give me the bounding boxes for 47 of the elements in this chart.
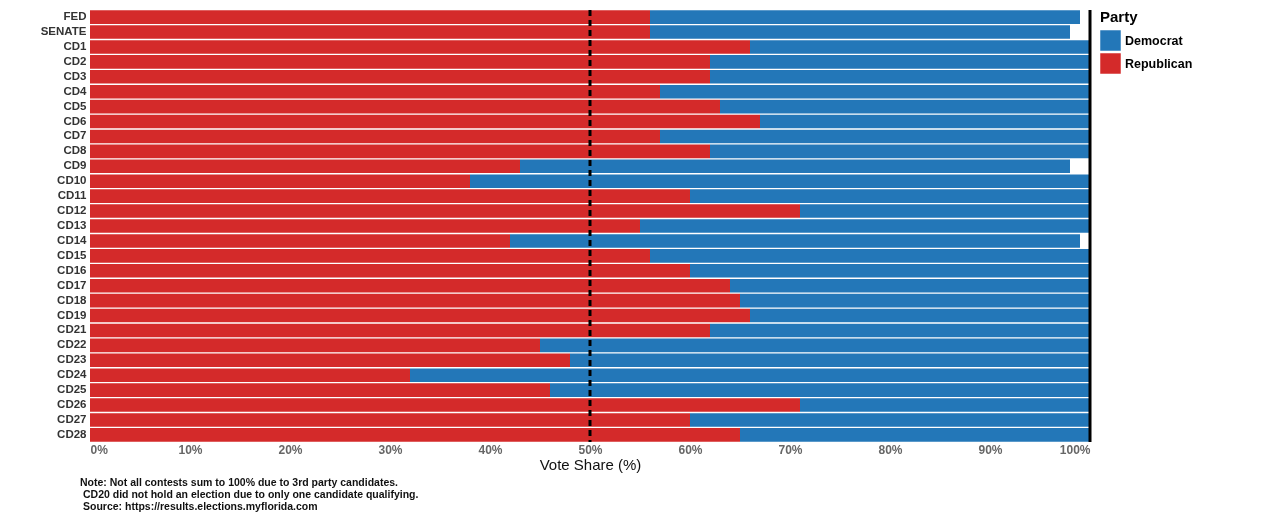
y-tick-label: CD9 (63, 159, 87, 172)
y-tick-label: CD8 (63, 144, 88, 157)
x-axis-title: Vote Share (%) (539, 455, 642, 473)
text: CD20 did not hold an election due to only one candidate qualifying. (82, 488, 419, 500)
y-tick-label: CD19 (57, 308, 87, 321)
y-tick-label: CD14 (57, 233, 88, 246)
y-tick-label: CD17 (57, 278, 87, 291)
legend-label: Republican (1125, 56, 1193, 71)
y-tick-label: SENATE (40, 25, 87, 38)
legend-label: Democrat (1125, 33, 1184, 48)
x-tick-label: 90% (978, 442, 1003, 457)
x-tick-label: 30% (378, 442, 403, 457)
y-tick-label: CD3 (63, 69, 87, 82)
y-tick-label: CD25 (57, 383, 88, 396)
y-tick-label: CD12 (57, 204, 87, 217)
y-tick-label: CD13 (57, 219, 87, 231)
y-tick-label: CD24 (57, 368, 88, 381)
y-tick-label: CD22 (57, 338, 87, 351)
source-note: Source: https://results.elections.myflorida.com (82, 500, 319, 512)
y-tick-label: CD4 (63, 84, 88, 97)
y-tick-label: CD1 (63, 39, 88, 52)
x-tick-label: 10% (178, 442, 203, 457)
y-tick-label: CD18 (57, 293, 88, 306)
x-tick-label: 100% (1059, 442, 1091, 457)
y-tick-label: CD28 (57, 427, 88, 440)
y-tick-label: CD15 (57, 248, 88, 261)
y-tick-label: CD11 (57, 189, 88, 202)
y-tick-label: CD5 (63, 99, 88, 112)
y-tick-label: CD26 (57, 398, 87, 411)
y-tick-label: CD7 (63, 129, 87, 142)
legend-title: Party (1100, 8, 1139, 25)
text: Note: Not all contests sum to 100% due to 3rd party candidates. (80, 476, 399, 488)
x-tick-label: 60% (678, 442, 703, 457)
y-tick-label: CD6 (63, 114, 87, 127)
y-tick-label: CD2 (63, 54, 87, 67)
y-tick-label: FED (63, 10, 87, 23)
x-tick-label: 50% (578, 442, 603, 457)
y-tick-label: CD21 (57, 323, 88, 336)
x-tick-label: 20% (278, 442, 303, 457)
y-tick-label: CD16 (57, 263, 87, 276)
x-tick-label: 40% (478, 442, 503, 457)
x-tick-label: 0% (90, 442, 109, 457)
y-tick-label: CD27 (57, 412, 87, 425)
y-tick-label: CD10 (57, 174, 87, 187)
x-tick-label: 70% (778, 442, 803, 457)
y-tick-label: CD23 (57, 353, 87, 366)
x-tick-label: 80% (878, 442, 903, 457)
